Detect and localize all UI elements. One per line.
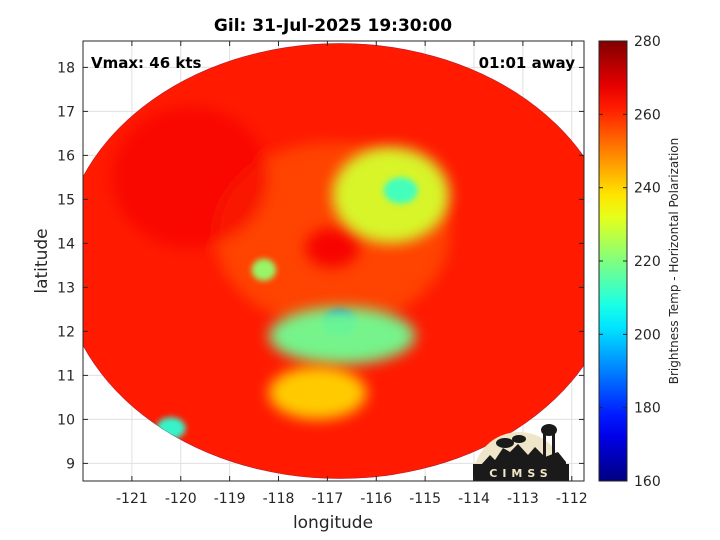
x-tick-label: -121	[116, 491, 148, 507]
y-tick-label: 9	[66, 456, 75, 472]
cimss-logo: CIMSS	[473, 424, 569, 481]
feature-northeast-core	[383, 177, 418, 204]
x-axis-label: longitude	[293, 513, 373, 533]
x-tick-label: -119	[214, 491, 246, 507]
y-tick-label: 13	[57, 280, 75, 296]
x-tick-label: -116	[360, 491, 392, 507]
feature-south-band	[268, 366, 367, 420]
feature-west-spot	[251, 258, 277, 281]
x-tick-label: -113	[507, 491, 539, 507]
colorbar-tick-label: 220	[634, 254, 661, 270]
y-tick-label: 18	[57, 60, 75, 76]
y-tick-label: 11	[57, 368, 75, 384]
y-tick-label: 15	[57, 192, 75, 208]
microwave-swath	[83, 43, 584, 479]
colorbar-label: Brightness Temp - Horizontal Polarizatio…	[667, 138, 681, 385]
axes-frame: -121 -120 -119 -118 -117 -116 -115 -114 -113 -112…	[57, 40, 588, 507]
colorbar-gradient	[598, 40, 628, 482]
colorbar-tick-label: 200	[634, 327, 661, 343]
colorbar-tick-label: 160	[634, 474, 661, 490]
y-tick-label: 14	[57, 236, 75, 252]
x-tick-label: -115	[409, 491, 441, 507]
y-axis-label: latitude	[32, 228, 52, 293]
colorbar-tick-label: 180	[634, 401, 661, 417]
colorbar: 160 180 200 220 240 260 280 Brightness Temp - …	[598, 34, 681, 490]
y-tick-label: 10	[57, 412, 75, 428]
colorbar-tick-label: 240	[634, 181, 661, 197]
colorbar-tick-label: 260	[634, 107, 661, 123]
axes-box	[82, 40, 585, 482]
y-tick-label: 17	[57, 104, 75, 120]
x-tick-label: -117	[311, 491, 343, 507]
colorbar-tick-label: 280	[634, 34, 661, 50]
x-tick-label: -112	[556, 491, 588, 507]
logo-text: CIMSS	[489, 467, 552, 480]
y-tick-label: 12	[57, 324, 75, 340]
x-tick-label: -114	[458, 491, 490, 507]
feature-southern-band	[268, 307, 416, 365]
chart-title: Gil: 31-Jul-2025 19:30:00	[214, 16, 452, 36]
y-tick-label: 16	[57, 148, 75, 164]
time-away-annotation: 01:01 away	[479, 54, 576, 72]
x-tick-label: -120	[165, 491, 197, 507]
x-tick-label: -118	[263, 491, 295, 507]
vmax-annotation: Vmax: 46 kts	[91, 54, 201, 72]
feature-eye	[305, 228, 360, 268]
